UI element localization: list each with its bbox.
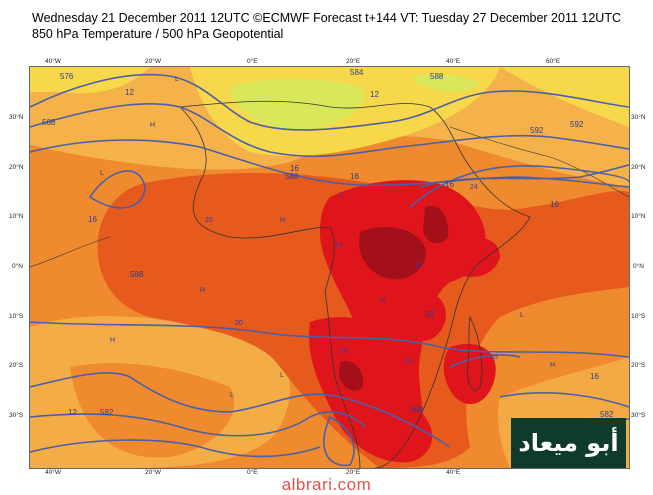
contour-label: 12 — [370, 90, 379, 99]
pressure-marker: H — [550, 362, 555, 369]
temperature-field: 576 588 12 584 588 16 588 592 16 12 592 … — [30, 67, 629, 468]
map-title: Wednesday 21 December 2011 12UTC ©ECMWF … — [32, 10, 621, 42]
pressure-marker: H — [380, 297, 385, 304]
lat-tick-left: 20°N — [9, 164, 24, 171]
contour-label: 582 — [600, 410, 614, 419]
pressure-marker: L — [230, 392, 234, 399]
pressure-marker: H — [150, 122, 155, 129]
contour-label: 16 — [350, 172, 359, 181]
lon-tick-top: 0°E — [247, 58, 258, 65]
contour-label: 588 — [285, 172, 299, 181]
contour-label: 576 — [60, 72, 74, 81]
title-line-fields: 850 hPa Temperature / 500 hPa Geopotenti… — [32, 27, 284, 41]
contour-label: 16 — [550, 200, 559, 209]
contour-label: 592 — [570, 120, 584, 129]
isotherm-label: 24 — [470, 184, 478, 191]
isotherm-label: 20 — [205, 217, 213, 224]
isotherm-label: 20 — [490, 354, 498, 361]
pressure-marker: L — [100, 170, 104, 177]
contour-label: 20 — [425, 310, 434, 319]
lat-tick-left: 30°N — [9, 114, 24, 121]
contour-label: 592 — [530, 126, 544, 135]
isotherm-label: 24 — [340, 348, 348, 355]
pressure-marker: L — [340, 192, 344, 199]
lon-tick-top: 20°E — [346, 58, 361, 65]
lat-tick-right: 30°N — [631, 114, 646, 121]
lat-tick-right: 20°S — [631, 362, 646, 369]
contour-label: 16 — [290, 164, 299, 173]
lon-tick-top: 40°W — [45, 58, 61, 65]
lat-tick-left: 30°S — [9, 412, 24, 419]
lat-tick-left: 20°S — [9, 362, 24, 369]
lon-tick-top: 60°E — [546, 58, 561, 65]
contour-label: 588 — [42, 118, 56, 127]
pressure-marker: H — [280, 217, 285, 224]
title-line-forecast: Wednesday 21 December 2011 12UTC ©ECMWF … — [32, 11, 621, 25]
lat-tick-left: 10°N — [9, 213, 24, 220]
lon-tick-bottom: 40°E — [446, 469, 461, 476]
lon-tick-bottom: 0°E — [247, 469, 258, 476]
pressure-marker: L — [175, 76, 179, 83]
contour-label: 12 — [125, 88, 134, 97]
lat-tick-right: 30°S — [631, 412, 646, 419]
pressure-marker: L — [520, 312, 524, 319]
site-logo: أبو ميعاد — [511, 418, 626, 468]
lon-tick-top: 40°E — [446, 58, 461, 65]
contour-label: 588 — [430, 72, 444, 81]
contour-label: 582 — [100, 408, 114, 417]
contour-label: 588 — [130, 270, 144, 279]
contour-label: 588 — [410, 405, 424, 414]
isotherm-label: 20 — [235, 320, 243, 327]
lat-tick-left: 10°S — [9, 313, 24, 320]
lat-tick-right: 10°S — [631, 313, 646, 320]
lon-tick-bottom: 20°W — [145, 469, 161, 476]
lat-tick-right: 20°N — [631, 164, 646, 171]
lat-tick-left: 0°N — [12, 263, 23, 270]
pressure-marker: H — [200, 287, 205, 294]
lat-tick-right: 10°N — [631, 213, 646, 220]
contour-label: 584 — [350, 68, 364, 77]
contour-label: 16 — [445, 180, 454, 189]
isotherm-label: 24 — [415, 262, 423, 269]
watermark[interactable]: albrari.com — [281, 475, 372, 494]
contour-label: 16 — [590, 372, 599, 381]
weather-map[interactable]: 576 588 12 584 588 16 588 592 16 12 592 … — [29, 66, 630, 469]
isotherm-label: 24 — [335, 242, 343, 249]
lon-tick-bottom: 20°E — [346, 469, 361, 476]
lat-tick-right: 0°N — [633, 263, 644, 270]
contour-label: 12 — [68, 408, 77, 417]
lon-tick-top: 20°W — [145, 58, 161, 65]
isotherm-label: 20 — [405, 358, 413, 365]
lon-tick-bottom: 40°W — [45, 469, 61, 476]
contour-label: 16 — [88, 215, 97, 224]
logo-text: أبو ميعاد — [518, 429, 619, 457]
pressure-marker: L — [280, 372, 284, 379]
pressure-marker: H — [110, 337, 115, 344]
